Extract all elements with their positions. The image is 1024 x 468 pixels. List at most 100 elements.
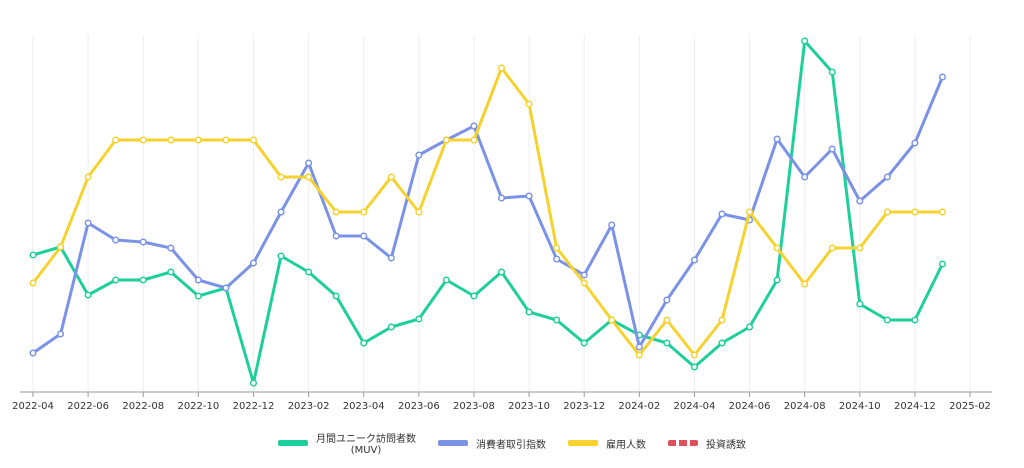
- point: [249, 379, 258, 387]
- x-tick-label: 2024-12: [894, 401, 936, 412]
- point: [470, 122, 478, 130]
- point: [497, 64, 506, 72]
- point: [856, 300, 864, 308]
- point: [249, 136, 258, 144]
- point: [773, 276, 781, 284]
- point: [470, 136, 478, 144]
- point: [29, 279, 37, 287]
- point: [415, 315, 423, 323]
- point: [139, 238, 147, 246]
- point: [718, 339, 726, 347]
- point: [635, 351, 643, 359]
- point: [112, 276, 120, 284]
- point: [580, 271, 588, 279]
- point: [663, 339, 671, 347]
- point: [387, 254, 395, 262]
- point: [332, 292, 340, 300]
- point: [57, 243, 65, 251]
- series-line: [32, 76, 944, 355]
- legend-item[interactable]: 雇用人数: [568, 430, 646, 456]
- point: [911, 208, 919, 216]
- point: [332, 208, 340, 216]
- legend-label: 月間ユニーク訪問者数 (MUV): [316, 434, 416, 456]
- x-tick-label: 2025-02: [949, 401, 991, 412]
- point: [222, 284, 230, 292]
- point: [222, 136, 230, 144]
- point: [938, 73, 947, 81]
- point: [84, 219, 92, 227]
- point: [29, 349, 37, 357]
- x-tick-label: 2023-10: [508, 401, 550, 412]
- x-tick-label: 2024-02: [618, 401, 660, 412]
- point: [856, 197, 864, 205]
- legend-label: 雇用人数: [606, 439, 646, 451]
- point: [828, 145, 836, 153]
- point: [360, 232, 368, 240]
- point: [387, 173, 395, 181]
- x-tick-label: 2022-04: [12, 401, 54, 412]
- x-tick-label: 2023-04: [343, 401, 385, 412]
- x-tick-label: 2023-08: [453, 401, 495, 412]
- point: [773, 135, 781, 143]
- point: [883, 173, 891, 181]
- x-tick-label: 2024-08: [784, 401, 826, 412]
- point: [277, 208, 285, 216]
- legend-item[interactable]: 消費者取引指数: [438, 430, 546, 456]
- point: [663, 296, 671, 304]
- point: [84, 291, 92, 299]
- point: [387, 323, 395, 331]
- point: [57, 330, 65, 338]
- point: [167, 136, 175, 144]
- legend-item[interactable]: 投資誘致: [668, 430, 746, 456]
- point: [608, 221, 616, 229]
- series-line: [32, 39, 944, 385]
- point: [911, 316, 919, 324]
- point: [415, 208, 423, 216]
- point: [305, 268, 313, 276]
- point: [167, 244, 175, 252]
- legend-swatch: [438, 440, 468, 446]
- point: [883, 316, 891, 324]
- point: [828, 68, 836, 76]
- legend-item[interactable]: 月間ユニーク訪問者数 (MUV): [278, 430, 416, 456]
- point: [690, 256, 698, 264]
- point: [608, 316, 616, 324]
- point: [690, 351, 698, 359]
- point: [84, 173, 92, 181]
- point: [415, 151, 423, 159]
- point: [112, 236, 120, 244]
- legend-swatch: [668, 440, 698, 446]
- point: [305, 173, 313, 181]
- point: [497, 194, 506, 202]
- point: [553, 244, 561, 252]
- series-line: [31, 66, 943, 357]
- point: [553, 255, 561, 263]
- chart: 2022-04 2022-06 2022-08 2022-10 2022-12 2023-…: [12, 35, 992, 412]
- x-tick-label: 2024-06: [729, 401, 771, 412]
- point: [801, 37, 809, 45]
- point: [773, 244, 781, 252]
- point: [828, 244, 836, 252]
- point: [332, 232, 340, 240]
- point: [856, 244, 864, 252]
- point: [139, 136, 147, 144]
- point: [525, 100, 533, 108]
- point: [746, 323, 754, 331]
- point: [277, 252, 285, 260]
- point: [360, 208, 368, 216]
- point: [938, 208, 947, 216]
- point: [580, 279, 588, 287]
- legend-swatch: [278, 440, 308, 446]
- point: [470, 292, 478, 300]
- point: [883, 208, 891, 216]
- point: [580, 339, 588, 347]
- x-tick-label: 2023-06: [398, 401, 440, 412]
- x-tick-label: 2022-08: [122, 401, 164, 412]
- point: [29, 251, 37, 259]
- point: [360, 339, 368, 347]
- x-tick-label: 2023-12: [563, 401, 605, 412]
- point: [194, 136, 202, 144]
- point: [112, 136, 120, 144]
- legend-label: 投資誘致: [706, 439, 746, 451]
